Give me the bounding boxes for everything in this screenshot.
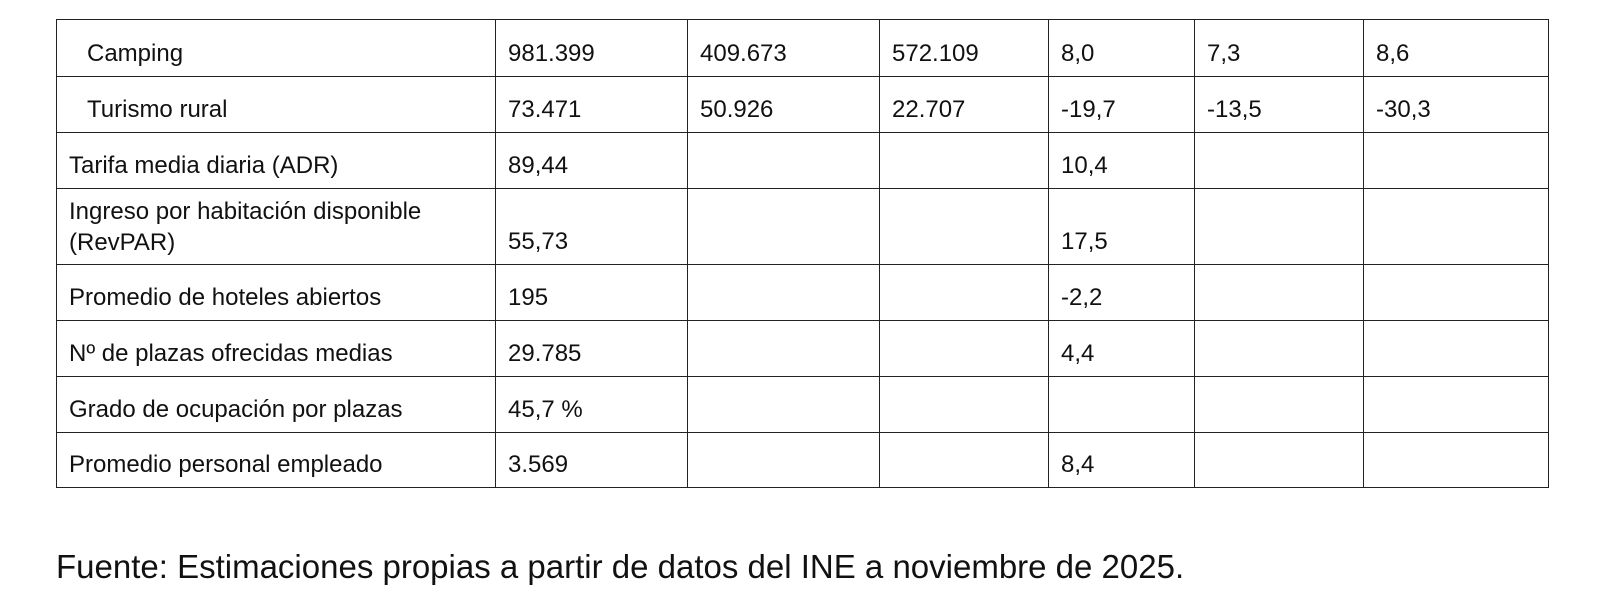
table-cell: 572.109 (879, 19, 1049, 77)
table-cell (1363, 320, 1549, 377)
table-cell (1194, 376, 1364, 433)
table-cell (879, 432, 1049, 488)
table-cell: 4,4 (1048, 320, 1195, 377)
table-row: Grado de ocupación por plazas 45,7 % (56, 376, 1549, 433)
table-cell: -13,5 (1194, 76, 1364, 133)
row-label: Nº de plazas ofrecidas medias (56, 320, 496, 377)
statistics-table: Camping 981.399 409.673 572.109 8,0 7,3 … (56, 19, 1549, 488)
table-row: Nº de plazas ofrecidas medias 29.785 4,4 (56, 320, 1549, 377)
table-cell: -30,3 (1363, 76, 1549, 133)
table-cell (687, 188, 880, 265)
table-cell: 8,6 (1363, 19, 1549, 77)
table-cell: 981.399 (495, 19, 688, 77)
table-cell (1363, 432, 1549, 488)
row-label: Tarifa media diaria (ADR) (56, 132, 496, 189)
table-cell: 7,3 (1194, 19, 1364, 77)
table-cell: 45,7 % (495, 376, 688, 433)
table-cell (687, 376, 880, 433)
table-cell (1194, 132, 1364, 189)
table-row: Ingreso por habitación disponible (RevPA… (56, 188, 1549, 265)
table-row: Camping 981.399 409.673 572.109 8,0 7,3 … (56, 19, 1549, 77)
row-label: Turismo rural (56, 76, 496, 133)
table-cell: 55,73 (495, 188, 688, 265)
source-note: Fuente: Estimaciones propias a partir de… (56, 548, 1185, 585)
table-row: Tarifa media diaria (ADR) 89,44 10,4 (56, 132, 1549, 189)
table-cell (879, 320, 1049, 377)
table-row: Turismo rural 73.471 50.926 22.707 -19,7… (56, 76, 1549, 133)
table-cell: 50.926 (687, 76, 880, 133)
table-row: Promedio personal empleado 3.569 8,4 (56, 432, 1549, 488)
table-cell: 89,44 (495, 132, 688, 189)
table-cell (879, 188, 1049, 265)
table-cell (1363, 376, 1549, 433)
row-label: Promedio personal empleado (56, 432, 496, 488)
table-cell (1194, 432, 1364, 488)
table-cell: 8,4 (1048, 432, 1195, 488)
table-cell (687, 132, 880, 189)
table-cell (879, 264, 1049, 321)
table-cell: 8,0 (1048, 19, 1195, 77)
table-cell (879, 376, 1049, 433)
table-cell: 22.707 (879, 76, 1049, 133)
table-cell (1363, 132, 1549, 189)
row-label: Promedio de hoteles abiertos (56, 264, 496, 321)
table-cell: 17,5 (1048, 188, 1195, 265)
table-cell: 409.673 (687, 19, 880, 77)
table-cell (1363, 264, 1549, 321)
row-label: Ingreso por habitación disponible (RevPA… (56, 188, 496, 265)
table-cell: 10,4 (1048, 132, 1195, 189)
table-cell (1194, 264, 1364, 321)
table-cell: -19,7 (1048, 76, 1195, 133)
table-cell (687, 432, 880, 488)
table-cell: -2,2 (1048, 264, 1195, 321)
row-label: Camping (56, 19, 496, 77)
table-cell (687, 320, 880, 377)
table-cell (687, 264, 880, 321)
table-cell: 29.785 (495, 320, 688, 377)
table-row: Promedio de hoteles abiertos 195 -2,2 (56, 264, 1549, 321)
table-cell (1048, 376, 1195, 433)
row-label: Grado de ocupación por plazas (56, 376, 496, 433)
table-cell: 73.471 (495, 76, 688, 133)
table-cell (1194, 320, 1364, 377)
table-cell (879, 132, 1049, 189)
table-cell: 195 (495, 264, 688, 321)
table-cell (1363, 188, 1549, 265)
table-cell: 3.569 (495, 432, 688, 488)
table-cell (1194, 188, 1364, 265)
